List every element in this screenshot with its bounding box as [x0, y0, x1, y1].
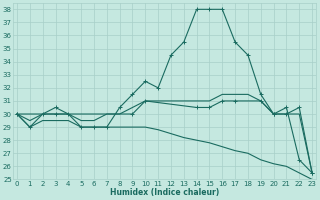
X-axis label: Humidex (Indice chaleur): Humidex (Indice chaleur)	[110, 188, 219, 197]
